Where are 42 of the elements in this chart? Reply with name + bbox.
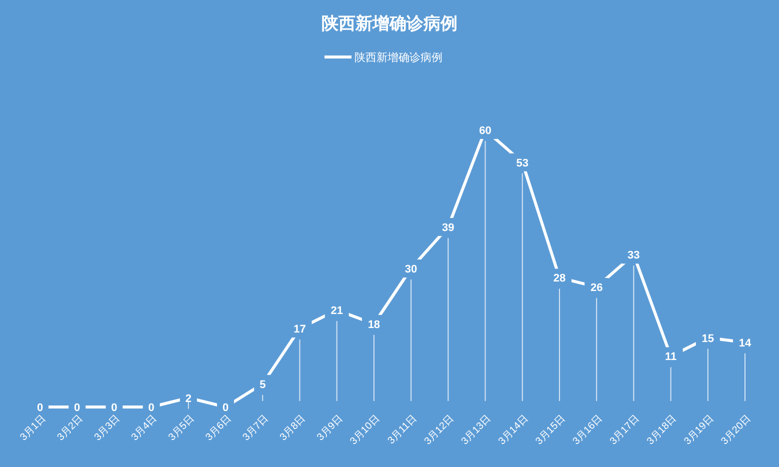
data-label: 26 (590, 282, 603, 294)
x-tick-label: 3月6日 (204, 413, 234, 444)
x-tick-label: 3月2日 (55, 413, 86, 444)
data-label: 17 (294, 324, 306, 336)
x-tick-label: 3月12日 (422, 413, 456, 448)
x-tick-label: 3月13日 (460, 413, 494, 448)
x-tick-label: 3月10日 (348, 413, 382, 448)
legend-label: 陕西新增确诊病例 (354, 52, 442, 64)
x-tick-label: 3月3日 (92, 413, 122, 444)
data-label: 30 (404, 264, 418, 276)
x-tick-label: 3月1日 (18, 413, 48, 444)
data-label: 5 (260, 378, 266, 391)
data-label: 21 (330, 305, 343, 318)
data-label: 60 (479, 125, 492, 137)
data-label: 33 (628, 250, 640, 262)
data-label: 2 (185, 392, 192, 405)
data-label: 0 (111, 402, 118, 414)
x-tick-label: 3月9日 (315, 413, 345, 444)
x-tick-label: 3月18日 (645, 413, 679, 448)
x-tick-label: 3月15日 (534, 413, 568, 448)
data-label: 28 (553, 272, 566, 285)
x-tick-label: 3月20日 (719, 413, 754, 448)
x-tick-label: 3月7日 (240, 413, 271, 444)
data-label: 0 (74, 402, 80, 414)
data-label: 0 (148, 402, 154, 414)
title: 陕西新增确诊病例 (322, 14, 458, 33)
x-tick-label: 3月5日 (166, 413, 197, 444)
x-tick-label: 3月14日 (496, 413, 530, 448)
data-label: 14 (738, 337, 752, 350)
x-tick-label: 3月8日 (278, 413, 308, 444)
data-label: 18 (368, 318, 380, 331)
x-tick-label: 3月19日 (682, 413, 716, 448)
x-tick-label: 3月4日 (130, 413, 160, 444)
data-label: 39 (442, 222, 454, 234)
x-tick-label: 3月17日 (608, 413, 642, 448)
data-label: 0 (222, 402, 229, 414)
data-label: 0 (36, 402, 44, 414)
data-label: 11 (664, 351, 677, 364)
data-label: 15 (702, 332, 714, 345)
x-tick-label: 3月11日 (386, 413, 420, 447)
x-tick-label: 3月16日 (570, 413, 605, 448)
data-label: 53 (516, 157, 528, 170)
